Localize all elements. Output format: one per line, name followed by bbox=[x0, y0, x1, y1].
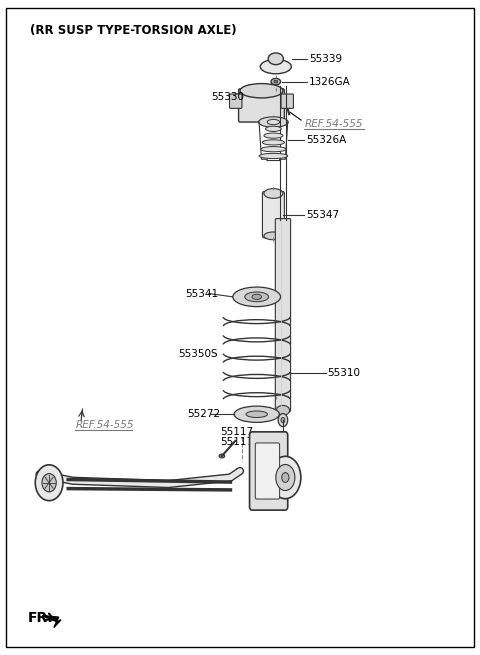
Ellipse shape bbox=[265, 126, 281, 132]
Text: 1326GA: 1326GA bbox=[309, 77, 351, 86]
Ellipse shape bbox=[264, 189, 283, 198]
Text: REF.54-555: REF.54-555 bbox=[75, 421, 134, 430]
FancyBboxPatch shape bbox=[229, 94, 242, 108]
Text: REF.54-555: REF.54-555 bbox=[304, 119, 363, 129]
Ellipse shape bbox=[35, 465, 63, 500]
Text: 55347: 55347 bbox=[306, 210, 339, 219]
Ellipse shape bbox=[276, 405, 289, 415]
Ellipse shape bbox=[264, 133, 283, 138]
Ellipse shape bbox=[270, 457, 301, 498]
FancyBboxPatch shape bbox=[281, 94, 293, 108]
FancyBboxPatch shape bbox=[239, 89, 284, 122]
Ellipse shape bbox=[219, 454, 225, 458]
Ellipse shape bbox=[252, 294, 262, 299]
Ellipse shape bbox=[245, 292, 269, 302]
Ellipse shape bbox=[282, 473, 289, 482]
Ellipse shape bbox=[261, 147, 286, 152]
Ellipse shape bbox=[263, 140, 285, 145]
Text: 55272: 55272 bbox=[188, 409, 221, 419]
Text: 55326A: 55326A bbox=[306, 135, 346, 145]
Ellipse shape bbox=[281, 417, 285, 422]
Ellipse shape bbox=[259, 153, 288, 159]
Text: 55117: 55117 bbox=[220, 427, 253, 437]
Ellipse shape bbox=[271, 79, 281, 85]
Text: 55330: 55330 bbox=[211, 92, 244, 102]
Ellipse shape bbox=[274, 81, 278, 83]
Ellipse shape bbox=[234, 406, 279, 422]
FancyBboxPatch shape bbox=[250, 432, 288, 510]
Ellipse shape bbox=[264, 232, 283, 240]
Text: (RR SUSP TYPE-TORSION AXLE): (RR SUSP TYPE-TORSION AXLE) bbox=[30, 24, 237, 37]
Ellipse shape bbox=[246, 411, 267, 417]
Text: 55341: 55341 bbox=[185, 289, 218, 299]
FancyBboxPatch shape bbox=[255, 443, 280, 499]
Ellipse shape bbox=[267, 119, 280, 124]
Text: 55339: 55339 bbox=[309, 54, 342, 64]
Ellipse shape bbox=[276, 464, 295, 491]
Ellipse shape bbox=[233, 287, 281, 307]
FancyBboxPatch shape bbox=[263, 191, 284, 238]
Polygon shape bbox=[42, 616, 61, 627]
Text: 55350S: 55350S bbox=[178, 348, 217, 358]
Ellipse shape bbox=[259, 117, 288, 127]
Text: 55310: 55310 bbox=[327, 368, 360, 378]
Ellipse shape bbox=[278, 413, 288, 426]
Ellipse shape bbox=[268, 53, 283, 65]
Text: 55117E: 55117E bbox=[220, 437, 260, 447]
Text: FR.: FR. bbox=[28, 610, 53, 625]
FancyBboxPatch shape bbox=[276, 219, 290, 411]
Ellipse shape bbox=[260, 60, 291, 74]
Ellipse shape bbox=[42, 474, 56, 492]
Ellipse shape bbox=[240, 84, 283, 98]
